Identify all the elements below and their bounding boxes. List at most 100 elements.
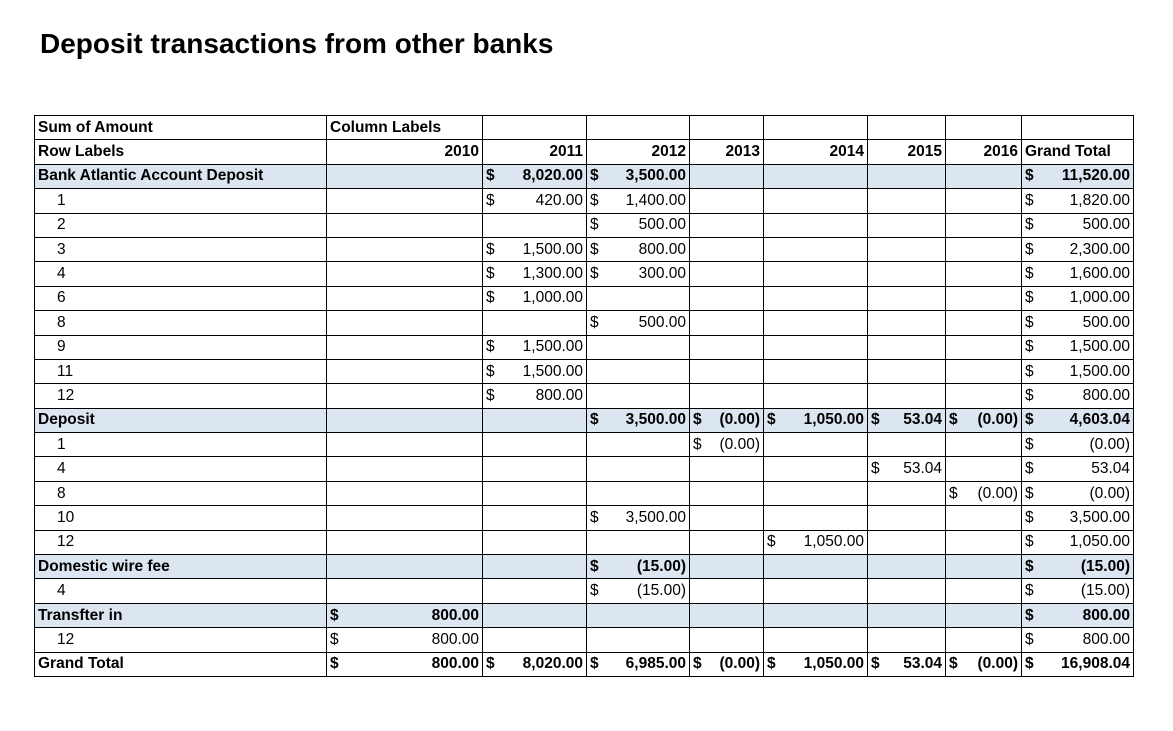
value-cell xyxy=(945,505,1022,531)
currency-symbol: $ xyxy=(590,582,599,600)
amount: (0.00) xyxy=(719,411,761,429)
column-labels-caption: Column Labels xyxy=(326,114,483,141)
amount: 4,603.04 xyxy=(1069,411,1130,429)
value-cell: $420.00 xyxy=(482,188,587,214)
value-cell xyxy=(482,432,587,458)
value-cell xyxy=(763,456,868,482)
amount: 1,500.00 xyxy=(1069,338,1130,356)
value-cell xyxy=(586,432,690,458)
grand-total-cell: $16,908.04 xyxy=(1021,651,1134,677)
value-cell xyxy=(945,163,1022,190)
amount: 8,020.00 xyxy=(522,655,583,673)
currency-symbol: $ xyxy=(486,191,495,209)
currency-symbol: $ xyxy=(1025,484,1034,502)
currency-symbol: $ xyxy=(1025,240,1034,258)
value-cell: $1,500.00 xyxy=(482,334,587,360)
table-row: 2 $500.00 $500.00 xyxy=(34,212,1134,238)
value-cell xyxy=(689,285,764,312)
value-cell xyxy=(326,188,483,214)
row-label: 12 xyxy=(34,383,327,409)
table-row: 12 $1,050.00 $1,050.00 xyxy=(34,529,1134,556)
value-cell xyxy=(867,188,946,214)
amount: (15.00) xyxy=(1080,582,1130,600)
group-label: Domestic wire fee xyxy=(34,554,327,580)
grand-total-cell: $1,500.00 xyxy=(1021,334,1134,360)
currency-symbol: $ xyxy=(330,606,339,624)
table-row: 1 $420.00 $1,400.00 $1,820.00 xyxy=(34,188,1134,214)
currency-symbol: $ xyxy=(1025,167,1034,185)
value-cell xyxy=(763,212,868,238)
grand-total-cell: $1,600.00 xyxy=(1021,261,1134,287)
group-row: Transfter in $800.00 $800.00 xyxy=(34,602,1134,629)
currency-symbol: $ xyxy=(1025,265,1034,283)
grand-total-cell: $500.00 xyxy=(1021,310,1134,336)
year-header: 2011 xyxy=(482,139,587,165)
grand-total-cell: $4,603.04 xyxy=(1021,407,1134,434)
amount: 3,500.00 xyxy=(625,508,686,526)
amount: 800.00 xyxy=(1082,630,1130,648)
value-cell: $8,020.00 xyxy=(482,163,587,190)
value-cell xyxy=(482,456,587,482)
amount: 3,500.00 xyxy=(1069,508,1130,526)
value-cell: $800.00 xyxy=(482,383,587,409)
amount: 800.00 xyxy=(431,655,479,673)
value-cell xyxy=(867,236,946,263)
currency-symbol: $ xyxy=(590,265,599,283)
row-label: 12 xyxy=(34,529,327,556)
amount: 1,050.00 xyxy=(1069,533,1130,551)
amount: 53.04 xyxy=(903,655,942,673)
amount: 500.00 xyxy=(1082,216,1130,234)
amount: 1,820.00 xyxy=(1069,191,1130,209)
grand-total-cell: $800.00 xyxy=(1021,383,1134,409)
currency-symbol: $ xyxy=(1025,508,1034,526)
value-cell xyxy=(326,480,483,507)
value-cell xyxy=(867,261,946,287)
value-cell: $3,500.00 xyxy=(586,163,690,190)
value-cell xyxy=(326,236,483,263)
currency-symbol: $ xyxy=(871,460,880,478)
currency-symbol: $ xyxy=(1025,606,1034,624)
currency-symbol: $ xyxy=(486,167,495,185)
amount: 1,500.00 xyxy=(522,240,583,258)
value-cell xyxy=(763,188,868,214)
amount: (15.00) xyxy=(1080,557,1130,575)
value-cell xyxy=(689,334,764,360)
value-cell: $1,050.00 xyxy=(763,651,868,677)
value-cell xyxy=(326,163,483,190)
currency-symbol: $ xyxy=(1025,313,1034,331)
amount: 420.00 xyxy=(535,191,583,209)
value-cell xyxy=(482,529,587,556)
value-cell xyxy=(326,578,483,604)
value-cell xyxy=(586,383,690,409)
amount: 800.00 xyxy=(638,240,686,258)
value-cell xyxy=(945,334,1022,360)
amount: 16,908.04 xyxy=(1061,655,1130,673)
amount: (0.00) xyxy=(977,655,1019,673)
year-header-row: Row Labels 2010 2011 2012 2013 2014 2015 2016 Gr… xyxy=(34,139,1134,165)
value-cell xyxy=(763,236,868,263)
value-cell: $ (0.00) xyxy=(945,651,1022,677)
value-cell xyxy=(326,505,483,531)
currency-symbol: $ xyxy=(767,411,776,429)
amount: 8,020.00 xyxy=(522,167,583,185)
value-cell xyxy=(763,554,868,580)
group-label: Deposit xyxy=(34,407,327,434)
value-cell: $ (0.00) xyxy=(945,407,1022,434)
amount: 1,400.00 xyxy=(625,191,686,209)
amount: 800.00 xyxy=(1082,386,1130,404)
grand-total-cell: $1,000.00 xyxy=(1021,285,1134,312)
row-label: 4 xyxy=(34,261,327,287)
amount: 1,050.00 xyxy=(803,411,864,429)
currency-symbol: $ xyxy=(693,411,702,429)
value-cell xyxy=(689,310,764,336)
amount: (0.00) xyxy=(1089,435,1131,453)
table-row: 6 $1,000.00 $1,000.00 xyxy=(34,285,1134,312)
value-cell xyxy=(763,310,868,336)
value-cell xyxy=(326,261,483,287)
amount: 3,500.00 xyxy=(625,411,686,429)
currency-symbol: $ xyxy=(1025,533,1034,551)
value-cell xyxy=(945,578,1022,604)
amount: (0.00) xyxy=(977,411,1019,429)
value-cell xyxy=(689,627,764,653)
empty-cell xyxy=(867,114,946,141)
